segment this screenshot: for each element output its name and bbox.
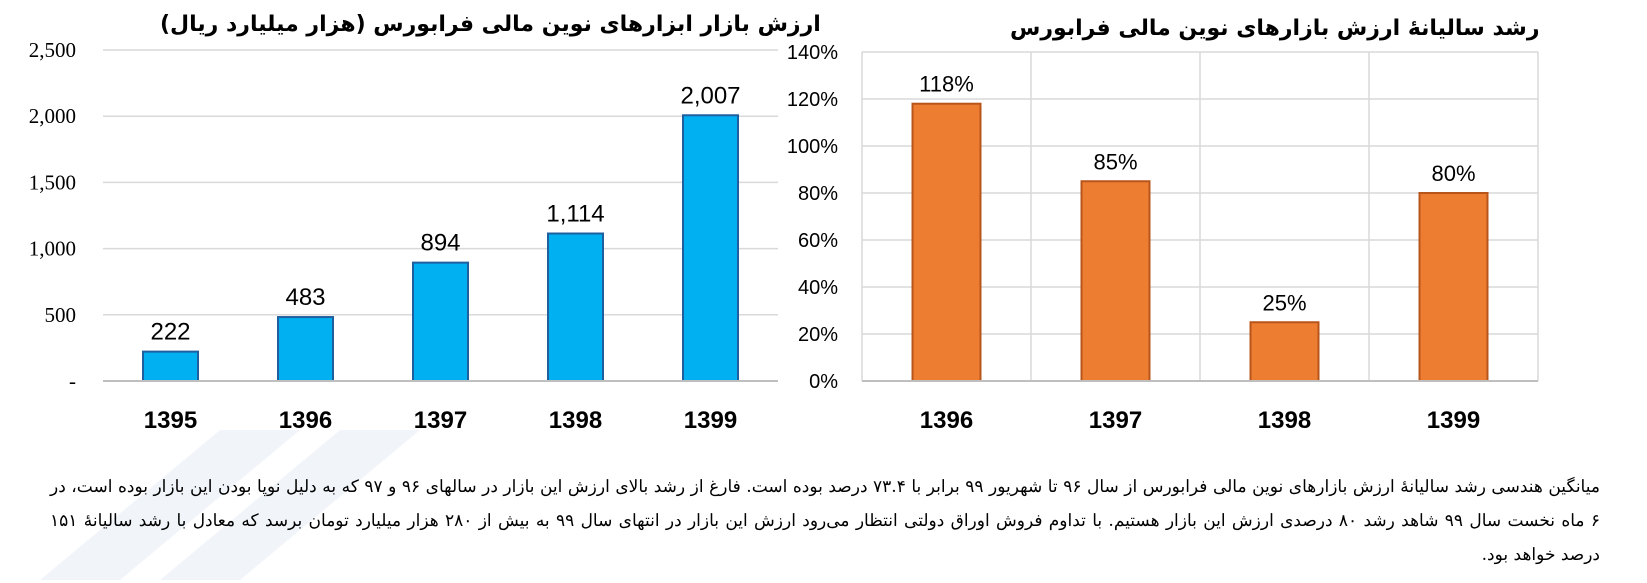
y-tick-label: 120% [787, 89, 838, 111]
category-label: 1396 [920, 407, 973, 434]
y-tick-label: 500 [45, 303, 77, 327]
y-tick-label: 60% [798, 230, 838, 252]
y-tick-label: 2,500 [29, 38, 76, 62]
category-label: 1398 [549, 407, 602, 434]
data-label: 483 [285, 284, 325, 311]
right-chart-title: رشد سالیانۀ ارزش بازارهای نوین مالی فراب… [1010, 16, 1540, 41]
category-label: 1396 [279, 407, 332, 434]
bar [1080, 180, 1151, 382]
data-label: 2,007 [680, 82, 740, 109]
y-tick-label: 40% [798, 277, 838, 299]
category-label: 1395 [144, 407, 197, 434]
left-chart-title: ارزش بازار ابزارهای نوین مالی فرابورس (ه… [160, 12, 821, 37]
bar [547, 232, 604, 382]
data-label: 80% [1431, 161, 1475, 186]
category-label: 1399 [684, 407, 737, 434]
category-label: 1399 [1427, 407, 1480, 434]
y-tick-label: - [69, 369, 76, 393]
data-label: 222 [150, 319, 190, 346]
category-label: 1397 [414, 407, 467, 434]
bar [277, 316, 334, 383]
data-label: 1,114 [546, 201, 604, 228]
y-tick-label: 100% [787, 136, 838, 158]
y-tick-label: 2,000 [29, 104, 76, 128]
category-label: 1398 [1258, 407, 1311, 434]
category-label: 1397 [1089, 407, 1142, 434]
y-tick-label: 140% [787, 42, 838, 64]
y-tick-label: 80% [798, 183, 838, 205]
market-value-chart: - 500 1,000 1,500 2,000 2,500 222 1395 483 1396 89… [29, 38, 778, 434]
bar [1249, 321, 1320, 382]
bar [911, 102, 982, 382]
growth-rate-chart: 0% 20% 40% 60% 80% 100% 120% 140% 118% 1396 85% 139… [787, 42, 1539, 434]
y-tick-label: 0% [809, 371, 838, 393]
caption-paragraph: میانگین هندسی رشد سالیانۀ ارزش بازارهای … [50, 477, 1600, 565]
data-label: 118% [919, 72, 974, 97]
y-tick-label: 1,500 [29, 170, 76, 194]
data-label: 894 [420, 230, 460, 257]
bar [682, 114, 739, 383]
bar [412, 261, 469, 382]
watermark-logo [40, 430, 420, 580]
data-label: 85% [1093, 149, 1137, 174]
data-label: 25% [1262, 290, 1306, 315]
y-tick-label: 1,000 [29, 237, 76, 261]
y-tick-label: 20% [798, 324, 838, 346]
bar [1418, 192, 1489, 382]
